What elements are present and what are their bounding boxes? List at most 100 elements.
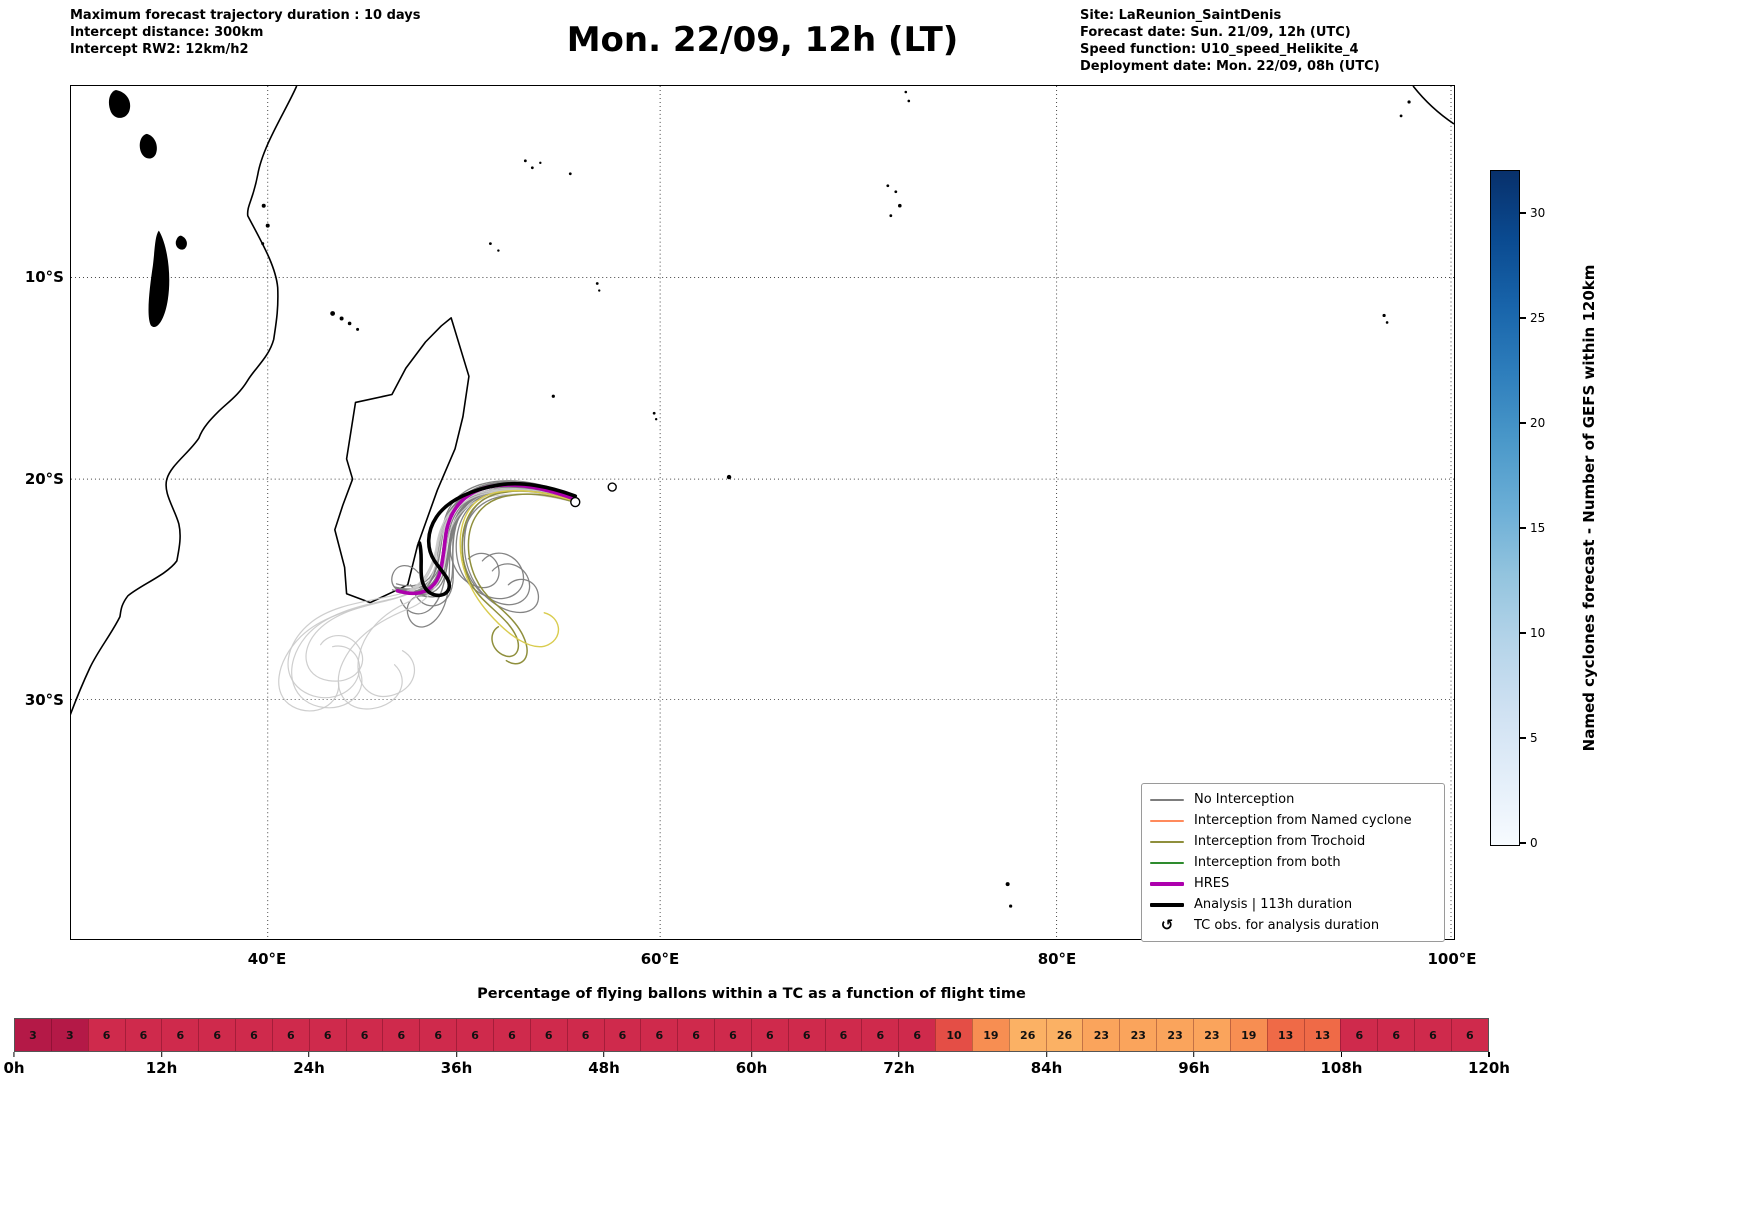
trajectory-lines xyxy=(278,480,580,712)
colorbar-tick-label: 5 xyxy=(1530,731,1538,745)
island-agalega-2 xyxy=(598,289,601,292)
strip-cell-value: 6 xyxy=(765,1028,774,1042)
strip-cell-value: 6 xyxy=(508,1028,516,1042)
intercept-distance-line: Intercept distance: 300km xyxy=(70,25,264,40)
legend-item: Interception from Named cyclone xyxy=(1150,810,1436,831)
legend-label: Interception from both xyxy=(1194,855,1341,870)
island-chagos-1 xyxy=(886,184,890,188)
strip-cell-value: 6 xyxy=(1429,1028,1437,1042)
strip-cell: 26 xyxy=(1045,1019,1083,1051)
strip-axis-tick-24h: 24h xyxy=(293,1052,325,1077)
strip-cell: 6 xyxy=(787,1019,825,1051)
strip-cell-value: 6 xyxy=(839,1028,848,1042)
legend-line-sample xyxy=(1150,798,1184,801)
lakes xyxy=(108,89,187,327)
strip-cell: 6 xyxy=(1414,1019,1451,1051)
colorbar-tick-10: 10 xyxy=(1520,625,1545,641)
colorbar-tick-mark xyxy=(1520,422,1526,424)
island-pemba xyxy=(261,203,266,208)
lat-tick-30s: 30°S xyxy=(24,691,64,709)
lon-tick-40e: 40°E xyxy=(247,950,287,968)
strip-axis-tick-84h: 84h xyxy=(1031,1052,1062,1077)
strip-cell: 6 xyxy=(640,1019,678,1051)
strip-cell: 3 xyxy=(50,1019,88,1051)
legend-line-sample xyxy=(1150,819,1184,822)
island-comoros-3 xyxy=(347,321,352,326)
strip-cell: 13 xyxy=(1303,1019,1341,1051)
strip-tick-label: 60h xyxy=(735,1059,768,1077)
island-seychelles-2 xyxy=(530,166,534,170)
colorbar-tick-label: 25 xyxy=(1530,311,1546,325)
colorbar-tick-mark xyxy=(1520,632,1526,634)
colorbar-tick-mark xyxy=(1520,317,1526,319)
colorbar-tick-15: 15 xyxy=(1520,520,1545,536)
island-st-brandon-1 xyxy=(652,411,656,415)
strip-cell-value: 6 xyxy=(287,1028,295,1042)
island-cocos-2 xyxy=(1385,321,1389,324)
legend-line-sample xyxy=(1150,861,1184,864)
strip-tick-label: 72h xyxy=(883,1059,915,1077)
strip-cell: 23 xyxy=(1119,1019,1157,1051)
trajectory-no-interception xyxy=(395,483,578,593)
legend-label: HRES xyxy=(1194,876,1230,891)
colorbar-tick-label: 0 xyxy=(1530,836,1538,850)
strip-cell-value: 13 xyxy=(1314,1028,1331,1042)
trajectory-no-interception xyxy=(413,487,578,607)
strip-cell: 6 xyxy=(382,1019,420,1051)
strip-cell-value: 6 xyxy=(802,1028,811,1042)
speed-function-line: Speed function: U10_speed_Helikite_4 xyxy=(1080,42,1359,57)
strip-cell: 6 xyxy=(419,1019,457,1051)
legend-line-sample xyxy=(1150,881,1184,886)
island-mauritius xyxy=(607,482,617,492)
strip-cell: 6 xyxy=(1377,1019,1415,1051)
strip-cell: 23 xyxy=(1193,1019,1230,1051)
strip-cell-value: 6 xyxy=(1392,1028,1400,1042)
strip-cell-value: 6 xyxy=(581,1028,590,1042)
colorbar-tick-0: 0 xyxy=(1520,835,1538,851)
strip-cell: 3 xyxy=(15,1019,51,1051)
colorbar xyxy=(1490,170,1520,846)
strip-tick-label: 120h xyxy=(1468,1059,1510,1077)
lake-blob-3 xyxy=(175,235,187,250)
intercept-rw2-line: Intercept RW2: 12km/h2 xyxy=(70,42,249,57)
site-line: Site: LaReunion_SaintDenis xyxy=(1080,8,1282,23)
legend-item: HRES xyxy=(1150,873,1436,894)
island-cocos-1 xyxy=(1382,313,1386,318)
strip-tick-mark xyxy=(750,1052,753,1057)
legend-label: TC obs. for analysis duration xyxy=(1194,918,1380,933)
trajectory-no-interception-faded- xyxy=(287,487,578,699)
lat-tick-10s: 10°S xyxy=(24,268,64,286)
island-sumatra-islet-1 xyxy=(1407,100,1411,104)
strip-tick-label: 48h xyxy=(588,1059,620,1077)
trajectory-no-interception-faded- xyxy=(278,488,578,712)
strip-cell-value: 23 xyxy=(1204,1028,1220,1042)
strip-cell: 6 xyxy=(198,1019,236,1051)
strip-cell-value: 23 xyxy=(1093,1028,1110,1042)
legend-item: Analysis | 113h duration xyxy=(1150,894,1436,915)
strip-cell-value: 6 xyxy=(397,1028,406,1042)
legend-item: No Interception xyxy=(1150,789,1436,810)
strip-cell-value: 23 xyxy=(1167,1028,1183,1042)
strip-cell-value: 6 xyxy=(102,1028,111,1042)
colorbar-tick-label: 20 xyxy=(1530,416,1546,430)
page-title: Mon. 22/09, 12h (LT) xyxy=(566,20,959,60)
strip-cell-value: 6 xyxy=(360,1028,369,1042)
strip-cell: 6 xyxy=(235,1019,272,1051)
lon-tick-100e: 100°E xyxy=(1427,950,1477,968)
island-seychelles-3 xyxy=(539,161,542,165)
strip-cell: 6 xyxy=(271,1019,309,1051)
strip-cell-value: 19 xyxy=(983,1028,999,1042)
strip-cell-value: 26 xyxy=(1020,1028,1036,1042)
legend-item: Interception from Trochoid xyxy=(1150,831,1436,852)
strip-cell: 6 xyxy=(714,1019,751,1051)
trajectory-hres xyxy=(395,483,580,596)
strip-cell-value: 6 xyxy=(1466,1028,1474,1042)
strip-cell-value: 3 xyxy=(65,1028,74,1042)
tc-obs-icon: ↺ xyxy=(1160,916,1174,934)
trajectory-no-interception-faded- xyxy=(357,490,578,697)
strip-cell: 13 xyxy=(1266,1019,1304,1051)
strip-cell: 6 xyxy=(492,1019,530,1051)
strip-cell: 6 xyxy=(677,1019,715,1051)
colorbar-tick-20: 20 xyxy=(1520,415,1545,431)
